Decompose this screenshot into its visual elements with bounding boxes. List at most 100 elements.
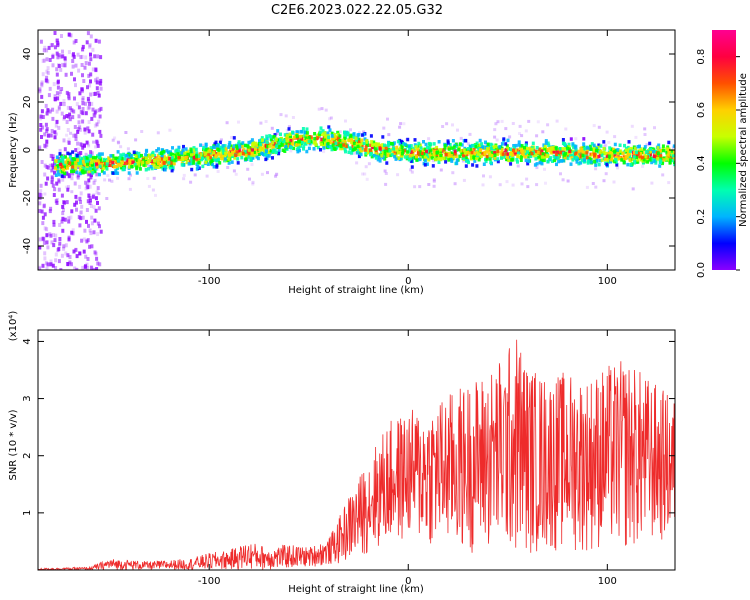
ridge-cell [633,153,637,157]
ridge-cell [661,161,664,166]
ridge-cell [540,149,544,153]
ridge-cell [525,146,529,151]
ridge-cell [77,163,81,168]
ridge-cell [171,165,175,170]
noise-speck [51,63,55,68]
ridge-cell [414,145,418,149]
noise-speck [84,152,88,157]
ridge-cell [321,132,324,136]
ridge-cell [180,163,184,167]
ridge-cell [264,149,268,154]
ridge-cell [590,142,594,146]
faint-speck [154,193,157,197]
ridge-cell [409,150,413,154]
ridge-cell [144,149,148,154]
ridge-cell [295,130,299,134]
ridge-cell [432,153,436,158]
noise-speck [88,101,91,106]
noise-speck [72,109,76,114]
faint-speck [367,162,371,166]
ridge-cell [137,151,141,156]
faint-speck [445,122,449,126]
ridge-cell [79,167,83,172]
faint-speck [526,185,530,189]
noise-speck [97,39,101,44]
ridge-cell [408,154,412,158]
noise-speck [67,174,71,179]
noise-speck [40,80,44,85]
noise-speck [93,110,97,115]
ridge-cell [307,146,311,151]
noise-speck [67,96,71,101]
noise-speck [74,194,78,199]
ridge-cell [231,146,235,150]
faint-speck [234,172,238,176]
noise-speck [94,196,98,201]
faint-speck [270,126,274,130]
noise-speck [80,204,84,209]
ridge-cell [555,162,558,167]
ridge-cell [341,138,344,143]
ridge-cell [230,160,234,164]
ridge-cell [554,146,558,150]
ridge-cell [400,152,404,156]
ridge-cell [183,151,187,155]
noise-speck [48,86,52,91]
ridge-cell [307,135,311,140]
ridge-cell [196,165,200,169]
ridge-cell [107,156,111,161]
noise-speck [66,262,70,266]
ridge-cell [151,154,155,158]
ridge-cell [607,154,611,158]
noise-speck [43,256,47,261]
noise-speck [87,73,91,78]
ridge-cell [304,136,308,140]
ridge-cell [327,125,331,129]
faint-speck [324,108,328,112]
ridge-cell [183,153,187,158]
y-tick-label: 20 [22,96,33,109]
ridge-cell [515,158,519,162]
ridge-cell [306,138,309,143]
noise-speck [82,79,86,83]
faint-speck [97,192,101,196]
x-tick-label: 100 [598,576,617,587]
faint-speck [364,165,368,169]
ridge-cell [251,156,255,160]
noise-speck [57,125,61,130]
ridge-cell [662,158,666,162]
ridge-cell [538,160,542,165]
faint-speck [459,136,463,140]
noise-speck [98,262,102,267]
ridge-cell [600,153,604,157]
noise-speck [55,181,59,186]
noise-speck [96,221,100,226]
noise-speck [68,260,72,265]
ridge-cell [460,143,464,147]
ridge-cell [113,165,117,169]
ridge-cell [506,155,509,159]
ridge-cell [207,153,211,157]
ridge-cell [453,152,457,156]
ridge-cell [339,146,343,151]
ridge-cell [209,146,213,150]
noise-speck [72,249,76,254]
ridge-cell [478,143,482,147]
noise-speck [88,201,92,205]
faint-speck [284,114,288,118]
ridge-cell [273,133,277,137]
ridge-cell [636,151,640,156]
ridge-cell [252,150,256,154]
spectrogram-x-ticks: -100 0 100 [198,30,617,287]
noise-speck [76,127,80,131]
noise-speck [59,89,62,94]
ridge-cell [195,151,199,155]
noise-speck [74,63,78,68]
ridge-cell [431,164,435,168]
ridge-cell [334,141,338,145]
faint-speck [93,178,97,182]
noise-speck [76,129,80,134]
noise-speck [80,238,84,243]
